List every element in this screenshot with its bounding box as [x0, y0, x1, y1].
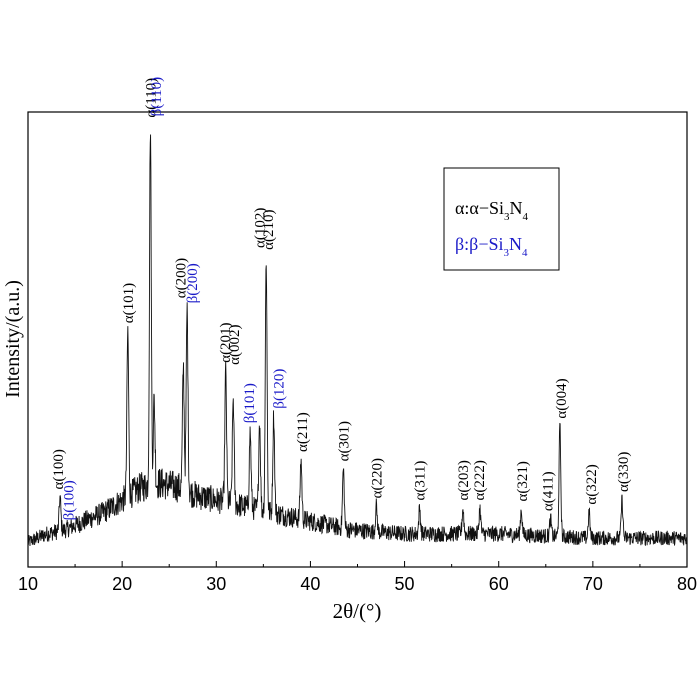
- peak-label: β(120): [271, 369, 287, 409]
- legend: α:α−Si3N4 β:β−Si3N4: [443, 167, 560, 271]
- x-tick-label: 10: [18, 574, 38, 594]
- peak-label: α(200): [174, 258, 190, 298]
- peak-label: α(301): [336, 421, 352, 461]
- peak-label: α(321): [515, 461, 531, 501]
- peak-label: α(411): [541, 471, 557, 511]
- peak-label: α(002): [227, 325, 243, 365]
- peak-label: β(200): [185, 263, 201, 303]
- peak-label: α(101): [121, 283, 137, 323]
- peak-label: α(102): [253, 208, 269, 248]
- peak-label: α(220): [369, 458, 385, 498]
- peak-label: α(203): [456, 460, 472, 500]
- peak-label: α(110): [143, 78, 159, 118]
- legend-box: [443, 167, 560, 271]
- x-tick-label: 80: [677, 574, 697, 594]
- x-axis-label: 2θ/(°): [333, 599, 382, 623]
- x-tick-label: 30: [206, 574, 226, 594]
- peak-label: β(100): [61, 480, 77, 520]
- xrd-pattern-line: [27, 134, 688, 547]
- peak-label: α(100): [51, 449, 67, 489]
- x-tick-label: 60: [489, 574, 509, 594]
- peak-label: α(201): [218, 322, 234, 362]
- peak-annotations: α(100)β(100) α(101) α(110)β(110) α(200)β(20…: [51, 77, 632, 521]
- y-axis-label: Intensity/(a.u.): [2, 280, 24, 398]
- legend-entry-beta: β:β−Si3N4: [455, 234, 528, 259]
- peak-label: α(222): [472, 460, 488, 500]
- x-tick-label: 20: [112, 574, 132, 594]
- peak-label: α(330): [616, 452, 632, 492]
- peak-label: α(322): [584, 464, 600, 504]
- peak-label: α(004): [554, 378, 570, 418]
- peak-label: β(110): [149, 77, 165, 117]
- peak-label: α(311): [413, 461, 429, 501]
- legend-entry-alpha: α:α−Si3N4: [455, 198, 529, 223]
- peak-label: β(101): [242, 383, 258, 423]
- x-axis-tick-labels: 10 20 30 40 50 60 70 80: [18, 574, 697, 594]
- peak-label: α(210): [261, 209, 277, 249]
- peak-label: α(211): [295, 412, 311, 452]
- x-tick-label: 40: [300, 574, 320, 594]
- x-axis-ticks: [27, 561, 688, 567]
- x-tick-label: 50: [395, 574, 415, 594]
- x-tick-label: 70: [583, 574, 603, 594]
